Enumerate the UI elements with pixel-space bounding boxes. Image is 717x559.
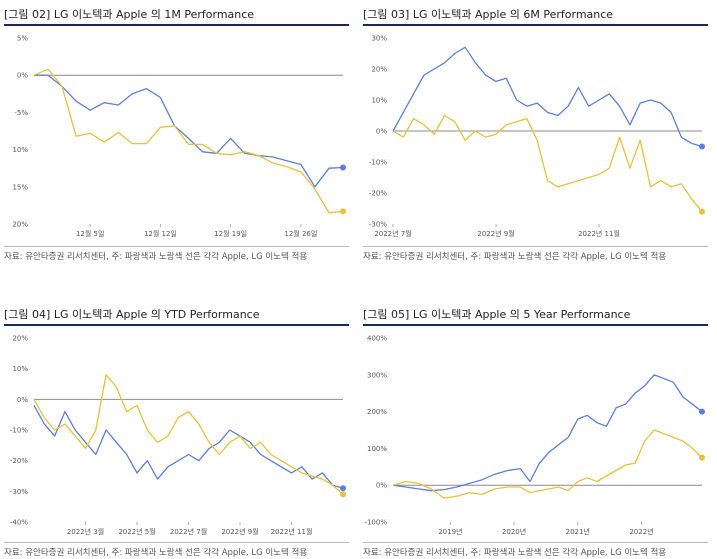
source-note: 자료: 유안타증권 리서치센터, 주: 파랑색과 노랑색 선은 각각 Apple… (363, 246, 708, 262)
y-tick-label: 0% (376, 482, 387, 490)
y-tick-label: 10% (12, 146, 28, 154)
series-line-lg (392, 46, 703, 148)
chart-5y: 400% 300% 200% 100% 0% -100% 2019년 2020년 2021년 20… (364, 335, 705, 536)
y-tick-label: 20% (12, 335, 28, 343)
series-line-apple (392, 429, 703, 499)
y-tick-label: -20% (10, 457, 28, 465)
x-tick-label: 2021년 (566, 527, 590, 536)
chart-title: [그림 05] LG 이노텍과 Apple 의 5 Year Performan… (363, 306, 708, 326)
x-tick-label: 2019년 (438, 527, 462, 536)
x-tick-label: 12월 19일 (214, 229, 247, 238)
x-tick-label: 2022년 9월 (477, 229, 514, 238)
x-tick-label: 2022년 3월 (67, 527, 104, 536)
x-tick-label: 2022년 7월 (374, 229, 411, 238)
series-line-apple (392, 114, 703, 213)
series-end-dot-lg (699, 408, 705, 415)
y-tick-label: -20% (369, 190, 387, 198)
y-tick-label: 20% (12, 221, 28, 229)
chart-ytd: 20% 10% 0% -10% -20% -30% -40% 2022년 3월 2022년 5월… (10, 335, 346, 536)
y-tick-label: 200% (367, 408, 387, 416)
y-tick-label: 10% (12, 365, 28, 373)
source-note: 자료: 유안타증권 리서치센터, 주: 파랑색과 노랑색 선은 각각 Apple… (4, 542, 349, 558)
x-tick-label: 2022년 (629, 527, 653, 536)
y-tick-label: 15% (12, 183, 28, 191)
y-tick-label: 30% (371, 35, 387, 43)
series-line-apple (33, 374, 344, 495)
chart-title: [그림 03] LG 이노텍과 Apple 의 6M Performance (363, 6, 708, 26)
series-line-lg (392, 374, 703, 492)
x-tick-label: 2022년 7월 (170, 527, 207, 536)
chart-title: [그림 04] LG 이노텍과 Apple 의 YTD Performance (4, 306, 349, 326)
series-end-dot-apple (340, 208, 346, 215)
y-tick-label: 0% (17, 396, 28, 404)
y-tick-label: 100% (367, 445, 387, 453)
y-tick-label: 400% (367, 335, 387, 343)
series-line-lg (33, 405, 344, 489)
x-tick-label: 2022년 5월 (118, 527, 155, 536)
x-tick-label: 12월 26일 (284, 229, 317, 238)
y-tick-label: -5% (14, 109, 28, 117)
series-line-apple (33, 68, 344, 214)
y-tick-label: 10% (371, 97, 387, 105)
series-end-dot-lg (340, 485, 346, 492)
y-tick-label: -10% (10, 427, 28, 435)
series-end-dot-apple (699, 454, 705, 461)
chart-1m: 5% 0% -5% 10% 15% 20% 12월 5일 12월 12일 12월 19일 12월 … (12, 35, 346, 238)
y-tick-label: 300% (367, 371, 387, 379)
x-tick-label: 12월 5일 (76, 229, 104, 238)
y-tick-label: 0% (376, 128, 387, 136)
x-tick-label: 2022년 11월 (271, 527, 313, 536)
series-end-dot-lg (699, 143, 705, 150)
series-end-dot-apple (340, 491, 346, 498)
y-tick-label: -100% (364, 519, 387, 527)
x-tick-label: 2020년 (502, 527, 526, 536)
source-note: 자료: 유안타증권 리서치센터, 주: 파랑색과 노랑색 선은 각각 Apple… (363, 542, 708, 558)
series-line-lg (34, 74, 344, 188)
x-tick-label: 2022년 9월 (221, 527, 258, 536)
y-tick-label: -10% (369, 159, 387, 167)
y-tick-label: -30% (369, 221, 387, 229)
series-end-dot-lg (340, 164, 346, 171)
y-tick-label: -30% (10, 488, 28, 496)
y-tick-label: 0% (17, 72, 28, 80)
source-note: 자료: 유안타증권 리서치센터, 주: 파랑색과 노랑색 선은 각각 Apple… (4, 246, 349, 262)
series-end-dot-apple (699, 208, 705, 215)
y-tick-label: 20% (371, 66, 387, 74)
y-tick-label: 5% (17, 35, 28, 43)
y-tick-label: -40% (10, 519, 28, 527)
x-tick-label: 2022년 11월 (578, 229, 620, 238)
chart-6m: 30% 20% 10% 0% -10% -20% -30%2022년 7월 2022년 9월 2… (369, 35, 705, 238)
chart-title: [그림 02] LG 이노텍과 Apple 의 1M Performance (4, 6, 349, 26)
x-tick-label: 12월 12일 (144, 229, 177, 238)
